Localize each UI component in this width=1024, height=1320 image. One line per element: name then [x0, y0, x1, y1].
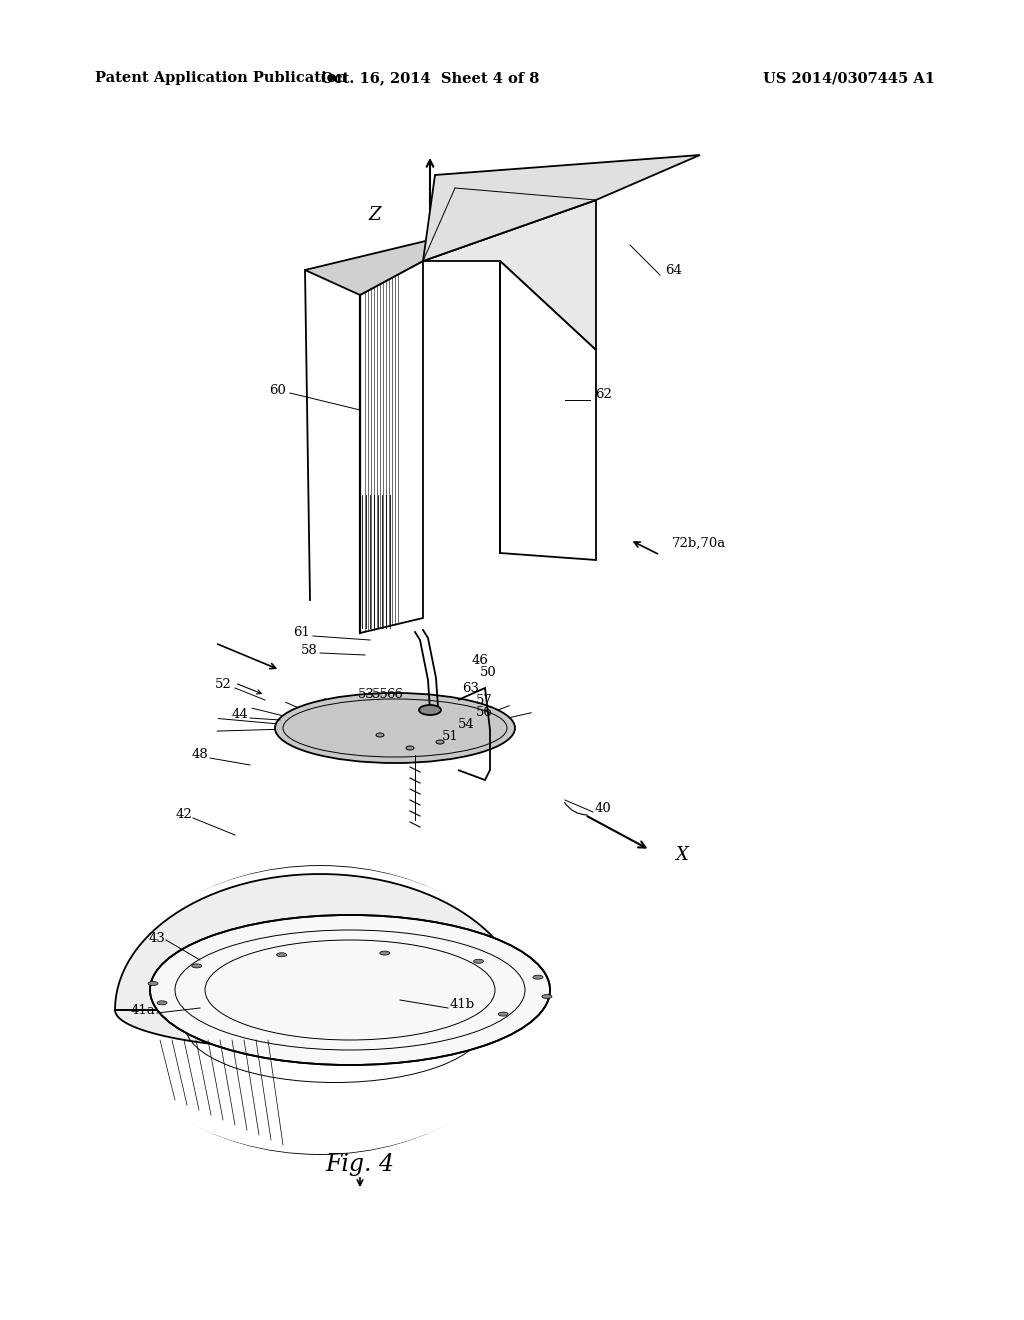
Ellipse shape: [436, 741, 444, 744]
Text: 51: 51: [442, 730, 459, 743]
Text: X: X: [675, 846, 688, 865]
Ellipse shape: [532, 975, 543, 979]
Text: 54: 54: [458, 718, 475, 731]
Ellipse shape: [542, 994, 552, 998]
Text: 55: 55: [372, 689, 389, 701]
Text: 60: 60: [269, 384, 286, 396]
Text: 66: 66: [386, 689, 403, 701]
Text: US 2014/0307445 A1: US 2014/0307445 A1: [763, 71, 935, 84]
Text: Oct. 16, 2014  Sheet 4 of 8: Oct. 16, 2014 Sheet 4 of 8: [321, 71, 540, 84]
Text: 56: 56: [476, 705, 493, 718]
Ellipse shape: [499, 1012, 508, 1016]
Text: Z: Z: [369, 206, 381, 224]
Text: Fig. 4: Fig. 4: [326, 1154, 394, 1176]
Ellipse shape: [276, 953, 287, 957]
Ellipse shape: [380, 952, 390, 956]
Polygon shape: [500, 261, 596, 560]
Text: 41b: 41b: [450, 998, 475, 1011]
Ellipse shape: [406, 746, 414, 750]
Text: 72b,70a: 72b,70a: [672, 536, 726, 549]
Ellipse shape: [419, 705, 441, 715]
Text: 64: 64: [665, 264, 682, 276]
Ellipse shape: [150, 915, 550, 1065]
Ellipse shape: [275, 693, 515, 763]
Text: 53: 53: [358, 689, 375, 701]
Ellipse shape: [110, 866, 530, 1154]
Text: 63: 63: [462, 681, 479, 694]
Ellipse shape: [376, 733, 384, 737]
Polygon shape: [115, 874, 525, 1049]
Ellipse shape: [157, 1001, 167, 1005]
Text: 43: 43: [148, 932, 165, 945]
Text: 48: 48: [191, 748, 208, 762]
Text: 42: 42: [175, 808, 193, 821]
Ellipse shape: [148, 982, 158, 986]
Polygon shape: [423, 154, 700, 261]
Text: 57: 57: [476, 693, 493, 706]
Polygon shape: [360, 261, 423, 634]
Text: 41a: 41a: [130, 1003, 155, 1016]
Ellipse shape: [115, 866, 525, 1154]
Polygon shape: [423, 201, 596, 350]
Ellipse shape: [473, 960, 483, 964]
Ellipse shape: [191, 964, 202, 968]
Text: 44: 44: [231, 709, 248, 722]
Text: 61: 61: [293, 627, 310, 639]
Text: 50: 50: [480, 667, 497, 680]
Text: 62: 62: [595, 388, 612, 401]
Text: 58: 58: [301, 644, 318, 656]
Text: 40: 40: [595, 801, 611, 814]
Polygon shape: [305, 201, 596, 294]
Text: 52: 52: [215, 678, 232, 692]
Text: Patent Application Publication: Patent Application Publication: [95, 71, 347, 84]
Text: 46: 46: [472, 653, 488, 667]
